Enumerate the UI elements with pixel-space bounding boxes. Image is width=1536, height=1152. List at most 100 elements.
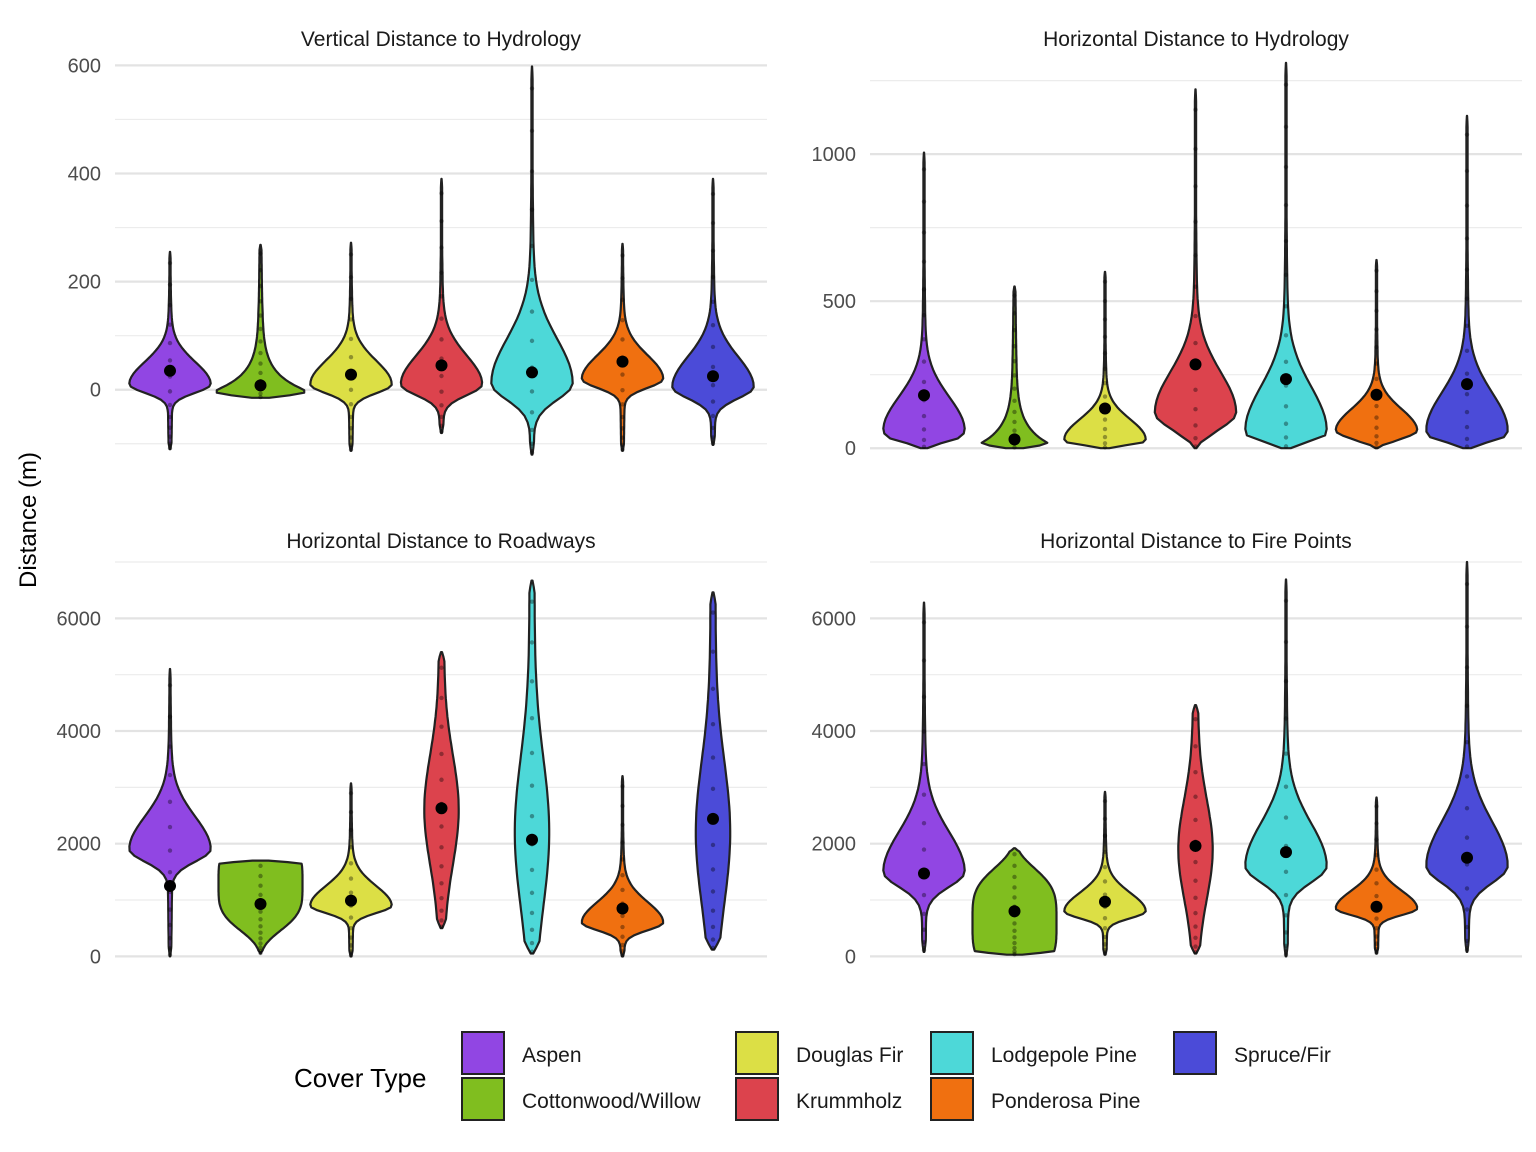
violin-aspen — [882, 151, 966, 450]
jitter-point — [348, 275, 354, 280]
y-tick-label: 6000 — [812, 608, 857, 630]
y-tick-label: 1000 — [812, 144, 857, 166]
jitter-point — [167, 922, 173, 928]
jitter-point — [1374, 941, 1379, 946]
jitter-point — [1102, 864, 1108, 870]
violin-ponderosa-pine — [580, 242, 665, 452]
jitter-point — [348, 827, 354, 833]
jitter-point — [1012, 935, 1017, 940]
jitter-point — [1374, 376, 1379, 382]
jitter-point — [167, 425, 173, 430]
jitter-point — [439, 218, 444, 224]
jitter-point — [620, 784, 625, 789]
violin-cottonwood-willow — [215, 243, 306, 399]
jitter-point — [529, 599, 535, 604]
jitter-point — [529, 640, 535, 645]
legend-key — [1173, 1031, 1217, 1075]
jitter-point — [439, 414, 444, 420]
legend-key — [735, 1077, 779, 1121]
jitter-point — [167, 414, 173, 420]
jitter-point — [1102, 816, 1108, 822]
violin-cottonwood-willow — [980, 285, 1049, 450]
jitter-point — [1193, 284, 1198, 289]
jitter-point — [258, 361, 263, 366]
jitter-point — [1374, 344, 1379, 350]
jitter-point — [1193, 744, 1198, 749]
jitter-point — [710, 842, 716, 848]
jitter-point — [167, 714, 173, 719]
jitter-point — [1012, 940, 1017, 946]
mean-point — [1189, 358, 1202, 371]
jitter-point — [1102, 798, 1108, 804]
violin-spruce-fir — [671, 177, 755, 446]
jitter-point — [1374, 361, 1379, 366]
jitter-point — [1283, 716, 1289, 721]
jitter-point — [921, 413, 927, 419]
jitter-point — [1464, 703, 1470, 709]
jitter-point — [921, 847, 927, 852]
jitter-point — [620, 447, 625, 453]
jitter-point — [439, 918, 444, 923]
jitter-point — [710, 248, 716, 253]
jitter-point — [1193, 924, 1198, 929]
jitter-point — [1193, 184, 1198, 189]
jitter-point — [921, 337, 927, 342]
jitter-point — [167, 282, 173, 287]
jitter-point — [710, 274, 716, 280]
jitter-point — [167, 389, 173, 394]
jitter-point — [1374, 934, 1379, 939]
jitter-point — [167, 358, 173, 363]
jitter-point — [258, 313, 263, 318]
jitter-point — [1012, 928, 1017, 933]
jitter-point — [439, 294, 444, 299]
jitter-point — [921, 444, 927, 450]
jitter-point — [348, 401, 354, 407]
legend-key — [461, 1031, 505, 1075]
jitter-point — [1012, 895, 1017, 900]
jitter-point — [167, 772, 173, 778]
jitter-point — [1464, 774, 1470, 779]
y-tick-label: 0 — [845, 946, 856, 968]
y-tick-label: 2000 — [57, 834, 102, 856]
jitter-point — [167, 340, 173, 346]
jitter-point — [710, 686, 716, 692]
jitter-point — [1193, 253, 1198, 258]
jitter-point — [1012, 327, 1017, 333]
jitter-point — [1283, 421, 1289, 426]
jitter-point — [348, 414, 354, 420]
jitter-point — [348, 949, 354, 954]
jitter-point — [1102, 942, 1108, 947]
jitter-point — [258, 883, 263, 888]
panel-4: 0 2000 4000 6000 Horizontal Distance to Fire… — [812, 530, 1522, 968]
jitter-point — [1193, 769, 1198, 775]
jitter-point — [1102, 879, 1108, 884]
mean-point — [526, 366, 538, 379]
jitter-point — [921, 313, 927, 318]
jitter-point — [348, 336, 354, 342]
violin-krummholz — [399, 177, 484, 435]
mean-point — [918, 867, 930, 880]
jitter-point — [1012, 428, 1017, 433]
jitter-point — [1464, 947, 1470, 953]
jitter-point — [258, 945, 263, 950]
mean-point — [254, 379, 267, 392]
legend-label: Ponderosa Pine — [991, 1090, 1140, 1113]
mean-point — [1370, 900, 1383, 913]
jitter-point — [258, 251, 263, 256]
jitter-point — [1374, 950, 1379, 955]
jitter-point — [439, 373, 444, 379]
jitter-point — [258, 394, 263, 400]
jitter-point — [921, 947, 927, 953]
jitter-point — [348, 435, 354, 440]
jitter-point — [258, 339, 263, 344]
jitter-point — [1283, 869, 1289, 875]
jitter-point — [1102, 951, 1108, 957]
jitter-point — [1102, 925, 1108, 931]
jitter-point — [439, 924, 444, 930]
jitter-point — [620, 372, 625, 377]
legend-key — [930, 1077, 974, 1121]
jitter-point — [1012, 885, 1017, 890]
y-axis-title: Distance (m) — [15, 452, 42, 588]
jitter-point — [167, 260, 173, 266]
jitter-point — [1283, 892, 1289, 898]
